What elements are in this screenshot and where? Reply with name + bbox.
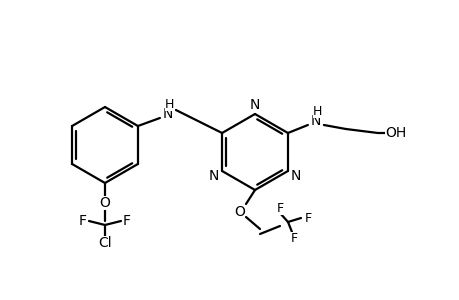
Text: N: N: [209, 169, 219, 182]
Text: N: N: [310, 114, 320, 128]
Text: N: N: [162, 107, 173, 121]
Text: F: F: [276, 202, 283, 214]
Text: H: H: [165, 98, 174, 110]
Text: F: F: [290, 232, 297, 244]
Text: F: F: [79, 214, 87, 228]
Text: O: O: [99, 196, 110, 210]
Text: H: H: [313, 104, 322, 118]
Text: N: N: [290, 169, 300, 182]
Text: O: O: [234, 205, 245, 219]
Text: F: F: [123, 214, 131, 228]
Text: OH: OH: [385, 126, 406, 140]
Text: Cl: Cl: [98, 236, 112, 250]
Text: F: F: [304, 212, 311, 224]
Text: N: N: [249, 98, 260, 112]
